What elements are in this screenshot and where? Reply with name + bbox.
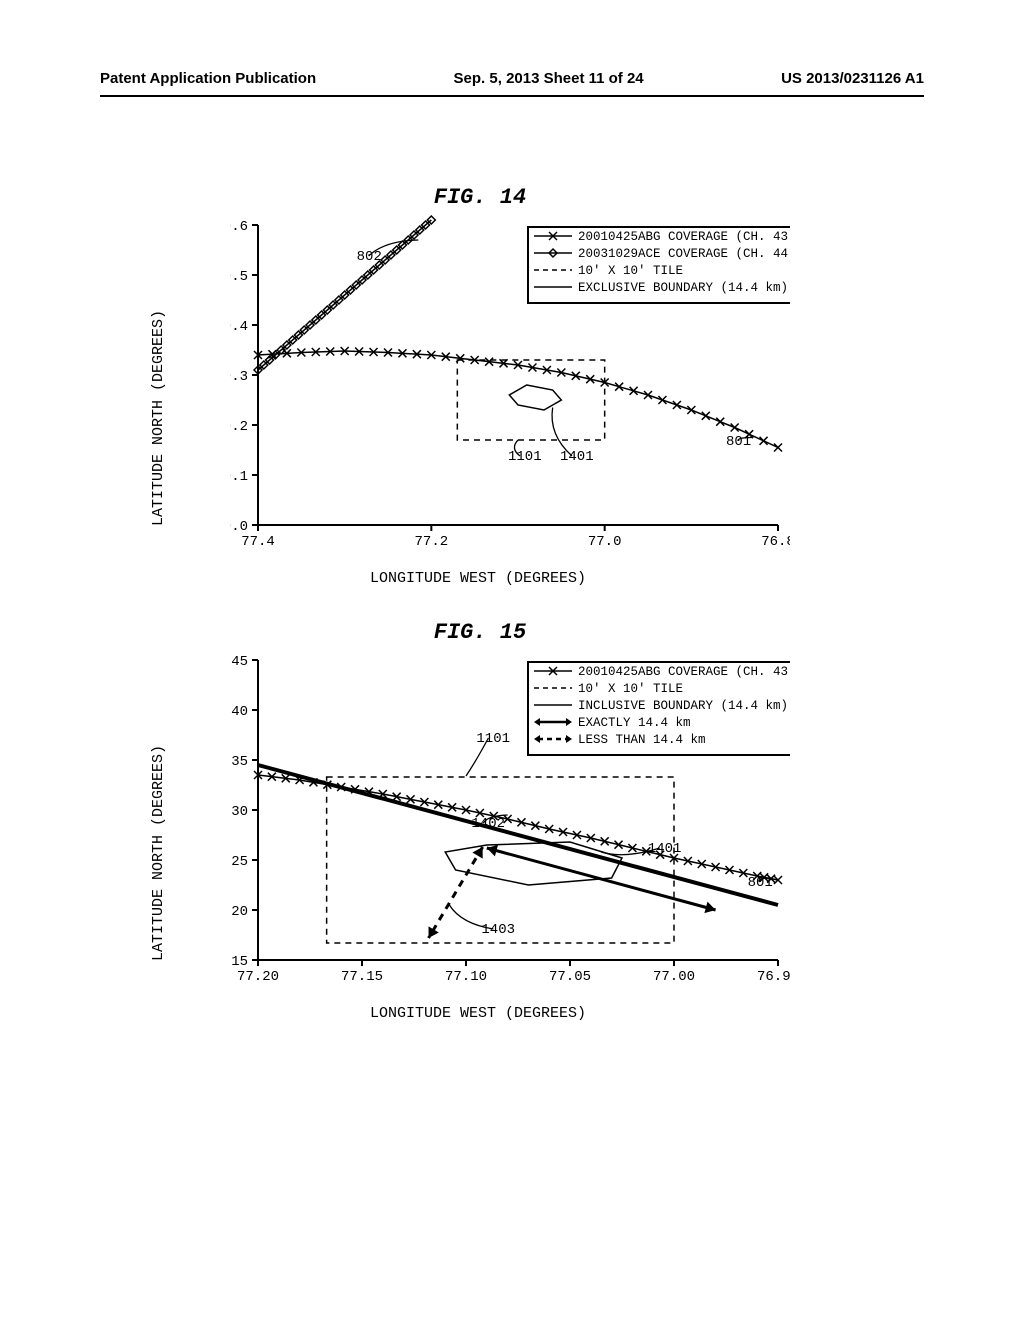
svg-text:77.2: 77.2 [415,534,449,550]
svg-text:1402: 1402 [471,816,505,832]
svg-text:1401: 1401 [560,449,594,465]
svg-text:20010425ABG COVERAGE (CH. 43): 20010425ABG COVERAGE (CH. 43) [578,665,790,679]
header-right: US 2013/0231126 A1 [781,70,924,87]
svg-text:39.6: 39.6 [230,219,248,235]
svg-text:39.0: 39.0 [230,519,248,535]
svg-text:1101: 1101 [508,449,542,465]
svg-text:77.4: 77.4 [241,534,275,550]
svg-text:77.05: 77.05 [549,969,591,985]
fig15-chart: 77.20 77.15 77.10 77.05 77.00 76.95 39.15 39.20… [230,650,790,1025]
header-center: Sep. 5, 2013 Sheet 11 of 24 [454,70,644,87]
svg-text:39.4: 39.4 [230,319,248,335]
svg-text:39.25: 39.25 [230,854,248,870]
svg-text:1401: 1401 [648,841,682,857]
svg-text:10' X 10' TILE: 10' X 10' TILE [578,682,683,696]
svg-text:802: 802 [357,249,382,265]
svg-text:77.0: 77.0 [588,534,622,550]
svg-text:20010425ABG COVERAGE (CH. 43): 20010425ABG COVERAGE (CH. 43) [578,230,790,244]
fig14-ylabel: LATITUDE NORTH (DEGREES) [150,310,167,526]
fig14-title: FIG. 14 [380,185,580,210]
svg-text:39.15: 39.15 [230,954,248,970]
svg-text:77.00: 77.00 [653,969,695,985]
svg-text:801: 801 [748,875,773,891]
svg-text:39.40: 39.40 [230,704,248,720]
svg-text:EXCLUSIVE BOUNDARY (14.4 km): EXCLUSIVE BOUNDARY (14.4 km) [578,281,788,295]
svg-text:20031029ACE COVERAGE (CH. 44): 20031029ACE COVERAGE (CH. 44) [578,247,790,261]
svg-text:39.2: 39.2 [230,419,248,435]
fig15-xlabel: LONGITUDE WEST (DEGREES) [370,1005,586,1022]
svg-text:1403: 1403 [481,922,515,938]
header-left: Patent Application Publication [100,70,316,87]
header-rule [100,95,924,97]
svg-text:77.15: 77.15 [341,969,383,985]
svg-text:39.5: 39.5 [230,269,248,285]
svg-text:EXACTLY 14.4 km: EXACTLY 14.4 km [578,716,691,730]
fig14-xlabel: LONGITUDE WEST (DEGREES) [370,570,586,587]
svg-text:76.95: 76.95 [757,969,790,985]
svg-text:77.10: 77.10 [445,969,487,985]
svg-text:39.35: 39.35 [230,754,248,770]
fig15-title: FIG. 15 [380,620,580,645]
svg-text:39.20: 39.20 [230,904,248,920]
fig14-chart: 77.4 77.2 77.0 76.8 39.0 39.1 39.2 39.3 39.4 39.5… [230,215,790,590]
svg-text:39.1: 39.1 [230,469,248,485]
svg-text:801: 801 [726,434,751,450]
svg-text:76.8: 76.8 [761,534,790,550]
svg-text:77.20: 77.20 [237,969,279,985]
svg-text:LESS THAN 14.4 km: LESS THAN 14.4 km [578,733,706,747]
svg-text:INCLUSIVE BOUNDARY (14.4 km): INCLUSIVE BOUNDARY (14.4 km) [578,699,788,713]
svg-text:39.30: 39.30 [230,804,248,820]
fig15-ylabel: LATITUDE NORTH (DEGREES) [150,745,167,961]
svg-text:10' X 10' TILE: 10' X 10' TILE [578,264,683,278]
svg-text:39.3: 39.3 [230,369,248,385]
svg-text:39.45: 39.45 [230,654,248,670]
svg-text:1101: 1101 [476,731,510,747]
